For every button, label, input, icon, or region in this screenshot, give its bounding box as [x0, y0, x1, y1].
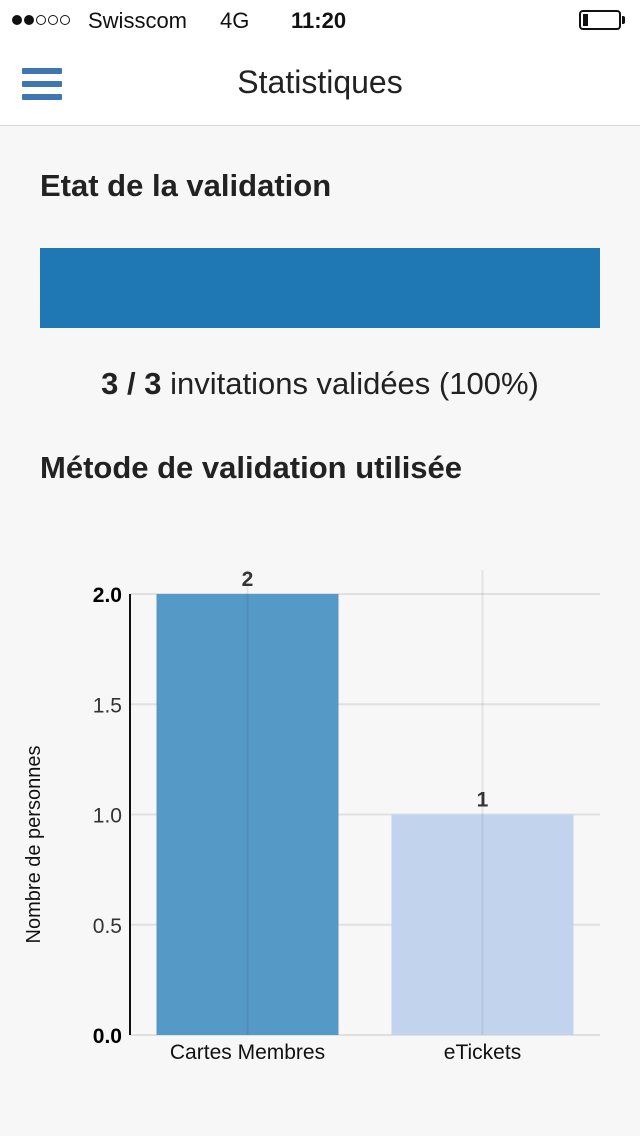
- navigation-bar: Statistiques: [0, 40, 640, 126]
- x-tick-label: eTickets: [444, 1041, 521, 1064]
- status-time: 11:20: [291, 8, 347, 33]
- signal-strength-icon: [12, 9, 70, 31]
- validation-summary-text: invitations validées (100%): [161, 366, 539, 401]
- validation-method-chart: 0.0 0.5 1.0 1.5 2.0 2 Cartes Membres 1 eTickets N…: [23, 568, 600, 1064]
- battery-level: [583, 14, 588, 26]
- validation-method-heading: Métode de validation utilisée: [40, 450, 463, 485]
- y-tick-label: 1.5: [93, 694, 122, 717]
- x-tick-label: Cartes Membres: [170, 1041, 325, 1064]
- signal-dot: [36, 15, 46, 25]
- battery-icon: [579, 10, 621, 30]
- y-tick-label: 1.0: [93, 805, 122, 828]
- validation-progress-fill: [40, 248, 600, 328]
- carrier-name: Swisscom: [88, 8, 188, 33]
- validation-progress-bar: [40, 248, 600, 328]
- bar-value-label: 1: [477, 789, 489, 812]
- menu-line: [22, 94, 62, 100]
- menu-line: [22, 81, 62, 87]
- signal-dot: [12, 15, 22, 25]
- bar: [391, 814, 574, 1035]
- bar: [156, 594, 339, 1035]
- count-separator: /: [118, 366, 145, 401]
- status-bar: Swisscom 4G 11:20: [0, 0, 640, 40]
- validated-count: 3: [101, 366, 119, 401]
- validation-state-heading: Etat de la validation: [40, 168, 332, 203]
- signal-dot: [48, 15, 58, 25]
- y-tick-label: 2.0: [93, 584, 122, 607]
- y-tick-label: 0.0: [93, 1025, 122, 1048]
- y-tick-label: 0.5: [93, 915, 122, 938]
- y-axis-label: Nombre de personnes: [23, 746, 45, 944]
- hamburger-menu-icon[interactable]: [22, 68, 62, 102]
- menu-line: [22, 68, 62, 74]
- signal-dot: [24, 15, 34, 25]
- total-count: 3: [144, 366, 162, 401]
- network-type: 4G: [220, 8, 250, 33]
- validation-summary: 3 / 3 invitations validées (100%): [0, 366, 640, 402]
- battery-cap: [622, 16, 625, 24]
- bar-value-label: 2: [242, 568, 254, 591]
- signal-dot: [60, 15, 70, 25]
- page-title: Statistiques: [237, 64, 403, 100]
